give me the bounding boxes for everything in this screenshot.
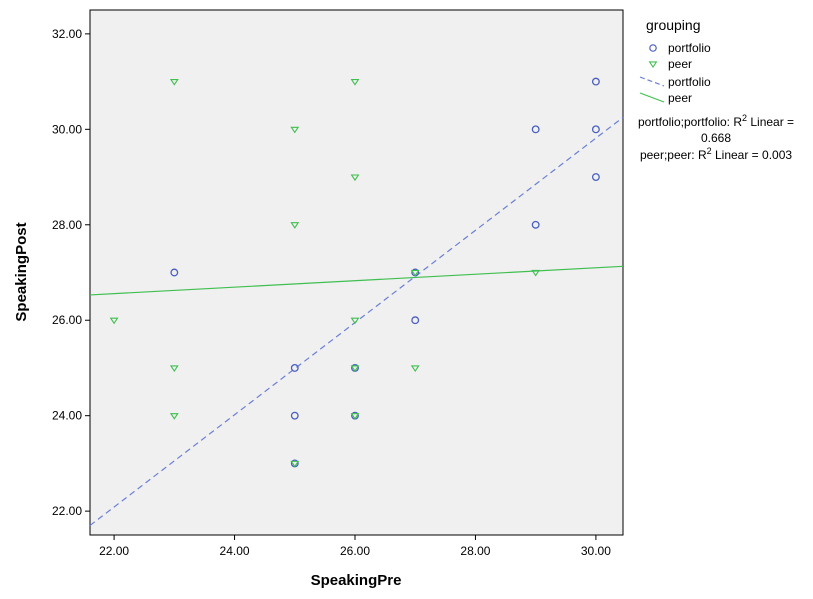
- point-peer: [350, 365, 360, 373]
- y-tick-label: 30.00: [52, 122, 82, 136]
- x-tick-label: 22.00: [99, 544, 129, 558]
- point-portfolio: [411, 316, 420, 325]
- fit-line-peer: [89, 265, 624, 296]
- point-peer: [410, 269, 420, 277]
- point-peer: [169, 413, 179, 420]
- point-peer: [350, 413, 360, 420]
- y-axis-title: SpeakingPost: [13, 222, 30, 321]
- x-tick-label: 24.00: [220, 544, 250, 558]
- point-portfolio: [591, 173, 600, 181]
- plot-area: [89, 9, 624, 536]
- point-peer: [169, 365, 179, 373]
- point-peer: [290, 460, 300, 468]
- legend-peer-fit-line-icon: [639, 92, 665, 103]
- y-tick-label: 28.00: [52, 218, 82, 232]
- point-portfolio: [290, 411, 299, 420]
- r2-note-portfolio: portfolio;portfolio: R2 Linear =: [638, 113, 794, 129]
- point-peer: [290, 222, 300, 229]
- y-axis: 22.00 24.00 26.00 28.00 30.00 32.00: [52, 27, 90, 518]
- r2-note-peer: peer;peer: R2 Linear = 0.003: [640, 146, 792, 162]
- y-tick-label: 24.00: [52, 409, 82, 423]
- point-portfolio: [170, 268, 179, 277]
- x-tick-label: 26.00: [340, 544, 370, 558]
- x-tick-label: 28.00: [460, 544, 490, 558]
- point-portfolio: [591, 77, 600, 86]
- point-portfolio: [531, 220, 540, 229]
- legend-title: grouping: [646, 17, 701, 33]
- legend: grouping portfolio peer portfolio peer p…: [638, 17, 794, 162]
- point-portfolio: [290, 364, 299, 372]
- data-points: [109, 77, 600, 468]
- point-portfolio: [591, 125, 600, 134]
- point-peer: [169, 79, 179, 86]
- point-peer: [109, 317, 119, 325]
- legend-portfolio-marker-icon: [649, 44, 657, 52]
- legend-portfolio-fit-line-icon: [639, 76, 665, 87]
- point-peer: [350, 317, 360, 325]
- x-tick-label: 30.00: [581, 544, 611, 558]
- point-peer: [531, 269, 541, 277]
- legend-peer-marker-icon: [648, 61, 658, 69]
- legend-peer-label: peer: [668, 57, 692, 71]
- point-peer: [290, 126, 300, 134]
- legend-portfolio-fit-label: portfolio: [668, 75, 711, 89]
- r2-note-portfolio-value: 0.668: [701, 131, 731, 145]
- legend-peer-fit-label: peer: [668, 91, 692, 105]
- point-peer: [350, 174, 360, 182]
- y-tick-label: 32.00: [52, 27, 82, 41]
- x-axis-title: SpeakingPre: [311, 572, 402, 589]
- point-peer: [410, 365, 420, 373]
- legend-portfolio-label: portfolio: [668, 41, 711, 55]
- point-portfolio: [531, 125, 540, 134]
- point-peer: [350, 79, 360, 86]
- y-tick-label: 22.00: [52, 504, 82, 518]
- x-axis: 22.00 24.00 26.00 28.00 30.00: [99, 535, 611, 558]
- y-tick-label: 26.00: [52, 313, 82, 327]
